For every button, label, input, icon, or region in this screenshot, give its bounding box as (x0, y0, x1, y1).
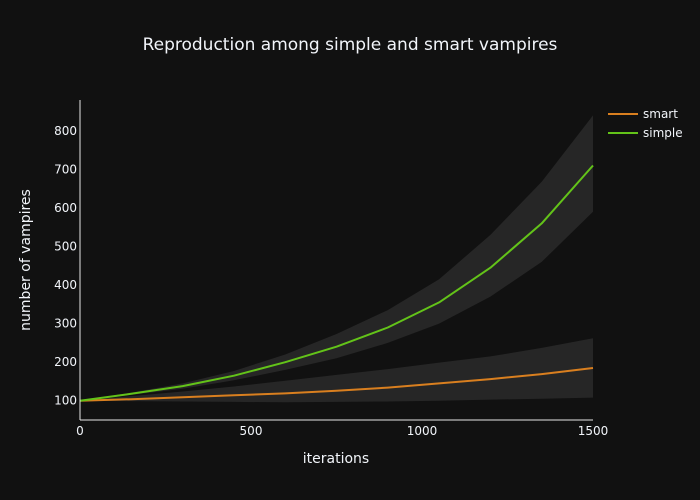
legend[interactable]: smart simple (608, 107, 683, 140)
line-simple (79, 164, 594, 402)
x-tick-label: 0 (76, 424, 84, 438)
x-tick-label: 1500 (578, 424, 609, 438)
legend-item-smart[interactable]: smart (608, 107, 678, 121)
y-axis-label: number of vampires (18, 189, 34, 331)
legend-item-simple[interactable]: simple (608, 126, 683, 140)
band-smart (80, 338, 593, 403)
chart-title: Reproduction among simple and smart vamp… (143, 35, 558, 55)
confidence-bands (80, 115, 593, 403)
y-tick-label: 700 (54, 162, 77, 176)
line-smart (79, 367, 594, 402)
y-tick-label: 500 (54, 240, 77, 254)
legend-label: simple (643, 126, 683, 140)
legend-label: smart (643, 107, 678, 121)
y-tick-label: 600 (54, 201, 77, 215)
y-tick-label: 800 (54, 124, 77, 138)
y-tick-label: 400 (54, 278, 77, 292)
axes: 0 500 1000 1500 100 200 300 400 500 600 700 800 (54, 100, 608, 438)
x-tick-label: 500 (240, 424, 263, 438)
series-lines (79, 164, 594, 402)
y-tick-label: 200 (54, 355, 77, 369)
x-tick-label: 1000 (407, 424, 438, 438)
band-simple (80, 115, 593, 401)
x-axis-label: iterations (303, 451, 369, 467)
y-tick-label: 100 (54, 394, 77, 408)
y-tick-label: 300 (54, 317, 77, 331)
